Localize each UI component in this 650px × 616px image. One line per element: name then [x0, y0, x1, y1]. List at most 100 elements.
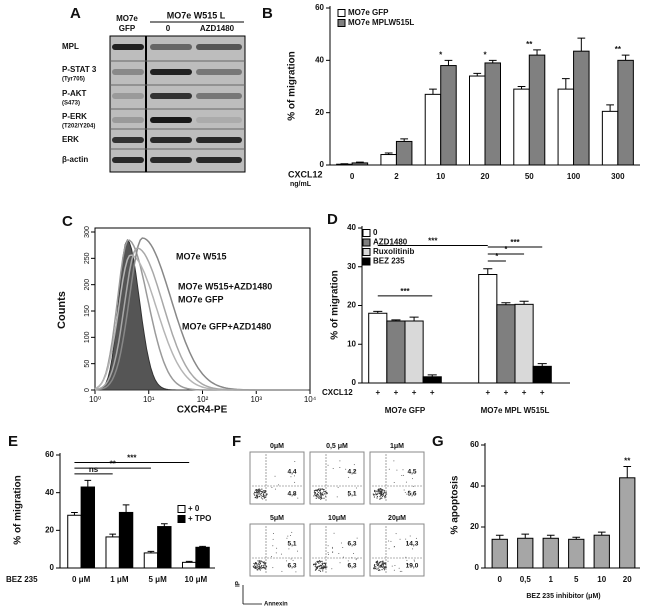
- dot: [325, 567, 327, 569]
- x-tick-label: 100: [567, 172, 581, 181]
- row-mark: +: [504, 388, 509, 397]
- y-tick-label: 0: [50, 563, 55, 572]
- dot: [314, 494, 316, 497]
- dot: [374, 563, 376, 566]
- dot: [261, 561, 263, 563]
- dot: [331, 546, 333, 548]
- x-tick-label: 300: [611, 172, 625, 181]
- dot: [264, 562, 266, 565]
- dot: [318, 497, 320, 499]
- bar: [195, 546, 210, 569]
- dot: [375, 490, 377, 492]
- dot: [387, 560, 389, 562]
- dot: [259, 560, 261, 562]
- dot: [294, 481, 296, 483]
- x-tick-label: MO7e MPL W515L: [481, 406, 550, 415]
- dot: [257, 566, 259, 568]
- dot: [258, 492, 261, 494]
- dot: [260, 560, 262, 562]
- row-mark: +: [522, 388, 527, 397]
- dot: [320, 495, 322, 498]
- bar: [496, 304, 516, 384]
- dot: [381, 497, 383, 499]
- y-tick-label: 0: [84, 388, 91, 392]
- band: [112, 117, 144, 123]
- dot: [381, 564, 383, 566]
- dot: [276, 547, 278, 549]
- y-tick-label: 100: [84, 331, 91, 343]
- dot: [261, 564, 263, 567]
- y-tick-label: 20: [347, 301, 356, 310]
- dot: [320, 491, 322, 493]
- error-bar: [561, 78, 570, 90]
- dot: [402, 469, 404, 471]
- bar: [573, 50, 590, 166]
- legend-swatch: [362, 238, 371, 247]
- dot: [382, 561, 384, 564]
- legend-label: + TPO: [188, 514, 211, 523]
- band: [196, 137, 242, 143]
- dot: [254, 494, 256, 496]
- band: [112, 69, 144, 75]
- y-tick-label: 40: [347, 223, 356, 232]
- dot: [258, 493, 260, 495]
- dot: [296, 550, 298, 552]
- dot: [291, 531, 293, 533]
- dot: [373, 567, 375, 569]
- plot-title: 0μM: [270, 443, 284, 450]
- dot: [394, 546, 396, 548]
- dot: [263, 492, 265, 494]
- x-tick-label: 0: [498, 575, 503, 584]
- dot: [349, 564, 351, 566]
- row-site: (Tyr705): [62, 77, 85, 83]
- error-bar: [533, 49, 541, 56]
- dot: [322, 494, 324, 496]
- dot: [315, 562, 317, 564]
- dot: [318, 562, 320, 564]
- dot: [315, 564, 317, 566]
- x-tick-label: 10⁴: [304, 395, 317, 404]
- dot: [294, 460, 296, 462]
- dot: [256, 493, 258, 495]
- dot: [384, 566, 386, 568]
- dot: [393, 569, 395, 571]
- dot: [401, 570, 403, 572]
- dot: [342, 546, 344, 548]
- dot: [260, 497, 262, 499]
- panel-label: C: [62, 213, 73, 230]
- dot: [272, 538, 274, 540]
- bar: [478, 274, 498, 384]
- band: [150, 93, 192, 99]
- dot: [297, 497, 299, 499]
- quadrant-value: 4,4: [287, 469, 296, 476]
- dot: [295, 571, 297, 573]
- legend-label: MO7e GFP: [348, 8, 389, 17]
- row-site: (S473): [62, 101, 80, 107]
- y-tick-label: 60: [470, 440, 479, 449]
- x-tick-label: 5: [574, 575, 579, 584]
- y-axis-label: % apoptosis: [450, 475, 461, 534]
- dot: [384, 497, 386, 499]
- dot: [280, 553, 282, 555]
- dot: [262, 498, 264, 500]
- dot: [388, 548, 390, 550]
- dot: [326, 492, 328, 495]
- dot: [377, 569, 380, 571]
- dot: [319, 570, 322, 572]
- annotation: ***: [428, 237, 438, 246]
- dot: [319, 497, 321, 499]
- bar: [440, 65, 457, 166]
- y-tick-label: 30: [347, 262, 356, 271]
- curve-label: MO7e GFP+AZD1480: [182, 321, 271, 331]
- dot: [320, 497, 322, 499]
- dot: [322, 570, 324, 572]
- dot: [322, 566, 325, 569]
- band: [150, 44, 192, 50]
- lane-label: 0: [166, 24, 171, 33]
- row-mark: +: [394, 388, 399, 397]
- row-label: P-AKT: [62, 89, 87, 98]
- dot: [258, 564, 260, 566]
- dot: [342, 556, 344, 558]
- x-tick-label: 0: [350, 172, 355, 181]
- dot: [323, 490, 325, 492]
